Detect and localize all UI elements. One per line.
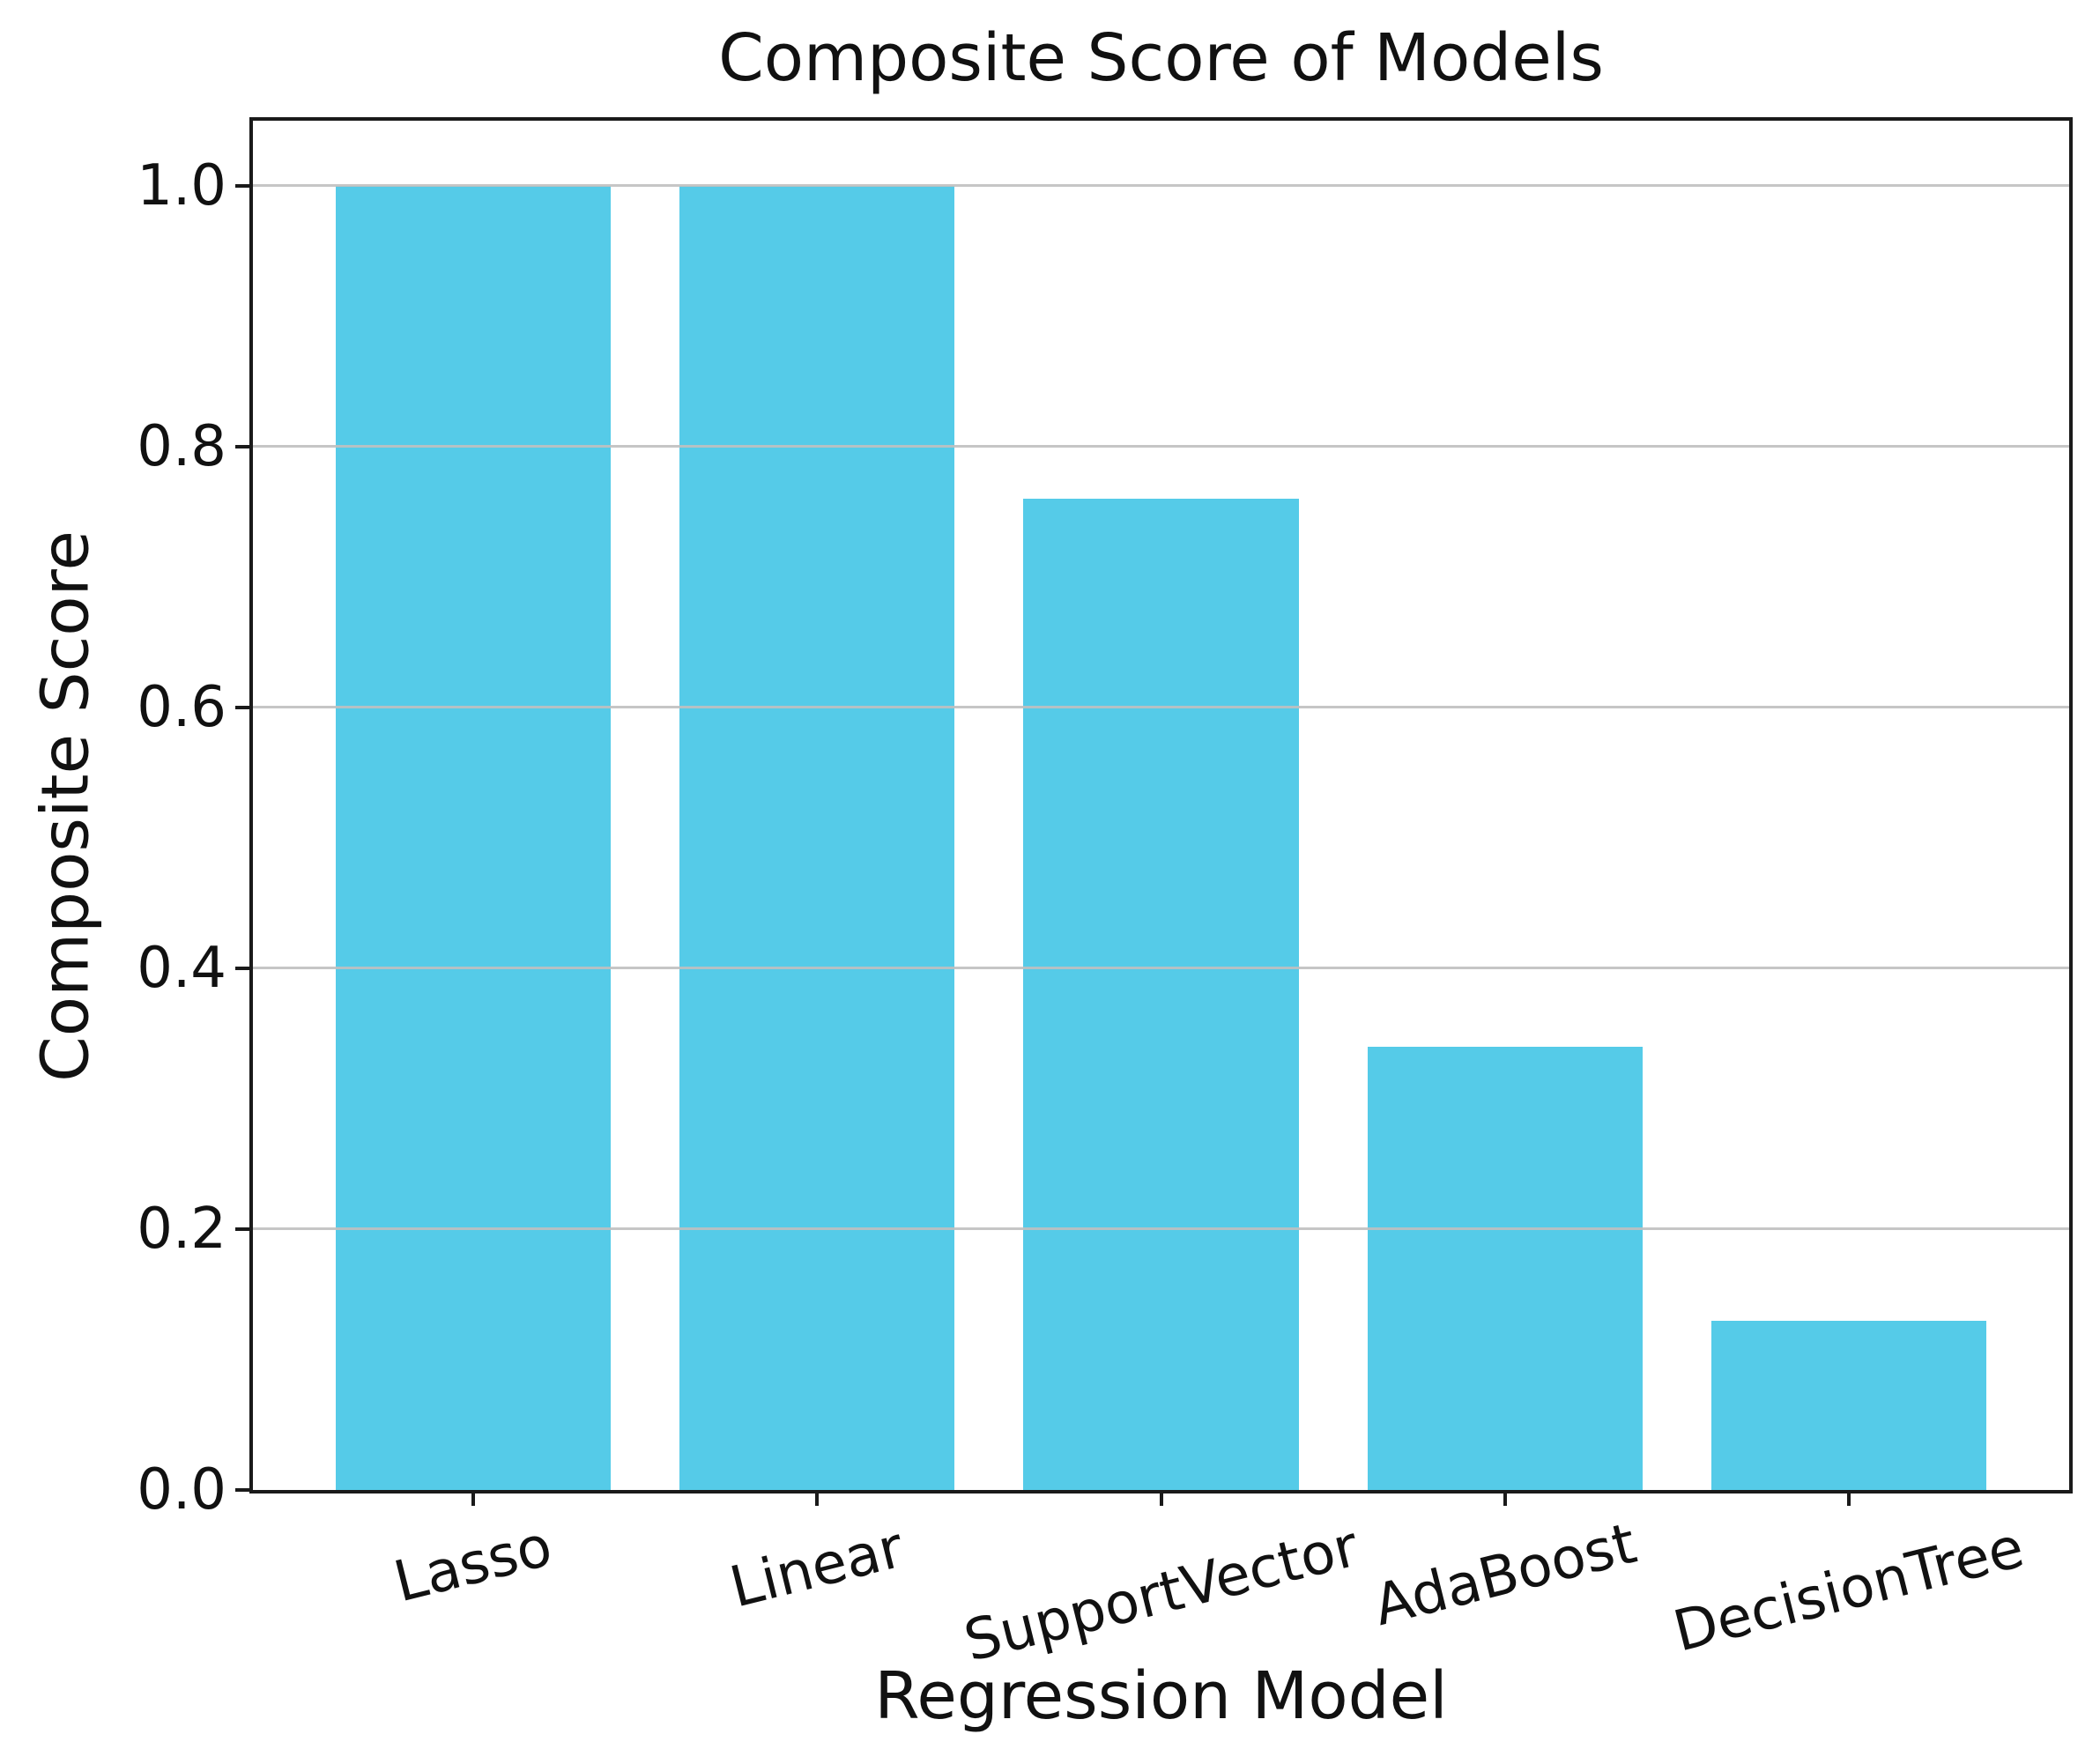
x-axis-label: Regression Model <box>874 1658 1448 1734</box>
x-tick-label: Linear <box>723 1515 910 1621</box>
bar-decisiontree <box>1711 1320 1987 1490</box>
bar-lasso <box>335 186 611 1490</box>
y-tick-mark <box>235 445 251 448</box>
x-tick-label: Lasso <box>388 1513 559 1615</box>
y-tick-mark <box>235 1227 251 1231</box>
bar-adaboost <box>1367 1046 1643 1490</box>
x-tick-label: DecisionTree <box>1667 1515 2030 1665</box>
bar-supportvector <box>1023 499 1299 1490</box>
bar-linear <box>679 186 955 1490</box>
y-tick-label: 0.4 <box>137 936 226 1001</box>
x-tick-mark <box>471 1490 475 1506</box>
y-tick-label: 0.0 <box>137 1457 226 1523</box>
x-tick-mark <box>1847 1490 1851 1506</box>
gridline <box>253 1227 2069 1230</box>
gridline <box>253 445 2069 448</box>
gridline <box>253 967 2069 969</box>
y-tick-label: 0.6 <box>137 675 226 740</box>
y-tick-label: 0.2 <box>137 1197 226 1262</box>
y-tick-label: 0.8 <box>137 414 226 479</box>
y-tick-mark <box>235 184 251 188</box>
y-tick-label: 1.0 <box>137 153 226 219</box>
y-tick-mark <box>235 1488 251 1492</box>
y-tick-mark <box>235 706 251 709</box>
plot-area <box>249 117 2073 1493</box>
x-tick-label: AdaBoost <box>1367 1511 1643 1640</box>
x-tick-mark <box>1503 1490 1507 1506</box>
y-axis-label: Composite Score <box>27 530 104 1082</box>
x-tick-mark <box>1159 1490 1163 1506</box>
chart-title: Composite Score of Models <box>718 20 1604 96</box>
gridline <box>253 184 2069 187</box>
y-tick-mark <box>235 967 251 970</box>
x-tick-label: SupportVector <box>957 1514 1365 1675</box>
x-tick-mark <box>815 1490 820 1506</box>
gridline <box>253 706 2069 708</box>
